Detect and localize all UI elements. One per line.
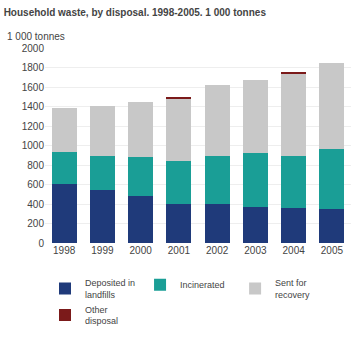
svg-text:Incinerated: Incinerated (180, 280, 225, 290)
svg-text:1998: 1998 (53, 245, 76, 256)
svg-text:1800: 1800 (22, 62, 45, 73)
svg-text:2002: 2002 (206, 245, 229, 256)
svg-text:2001: 2001 (168, 245, 191, 256)
svg-text:1200: 1200 (22, 121, 45, 132)
svg-text:1400: 1400 (22, 101, 45, 112)
svg-text:Household waste, by disposal.: Household waste, by disposal. 1998-2005.… (4, 7, 267, 18)
svg-text:1600: 1600 (22, 82, 45, 93)
svg-text:2000: 2000 (130, 245, 153, 256)
svg-text:Deposited inlandfills: Deposited inlandfills (85, 278, 135, 300)
svg-text:2005: 2005 (321, 245, 344, 256)
svg-text:Sent forrecovery: Sent forrecovery (275, 278, 310, 300)
svg-text:200: 200 (27, 218, 44, 229)
svg-text:1 000 tonnes: 1 000 tonnes (7, 31, 65, 42)
svg-text:1999: 1999 (91, 245, 114, 256)
svg-text:800: 800 (27, 160, 44, 171)
svg-text:0: 0 (38, 238, 44, 249)
svg-text:600: 600 (27, 179, 44, 190)
svg-text:2003: 2003 (244, 245, 267, 256)
svg-text:2004: 2004 (283, 245, 306, 256)
svg-text:400: 400 (27, 199, 44, 210)
svg-text:2000: 2000 (22, 43, 45, 54)
svg-text:Otherdisposal: Otherdisposal (85, 305, 118, 327)
svg-text:1000: 1000 (22, 140, 45, 151)
